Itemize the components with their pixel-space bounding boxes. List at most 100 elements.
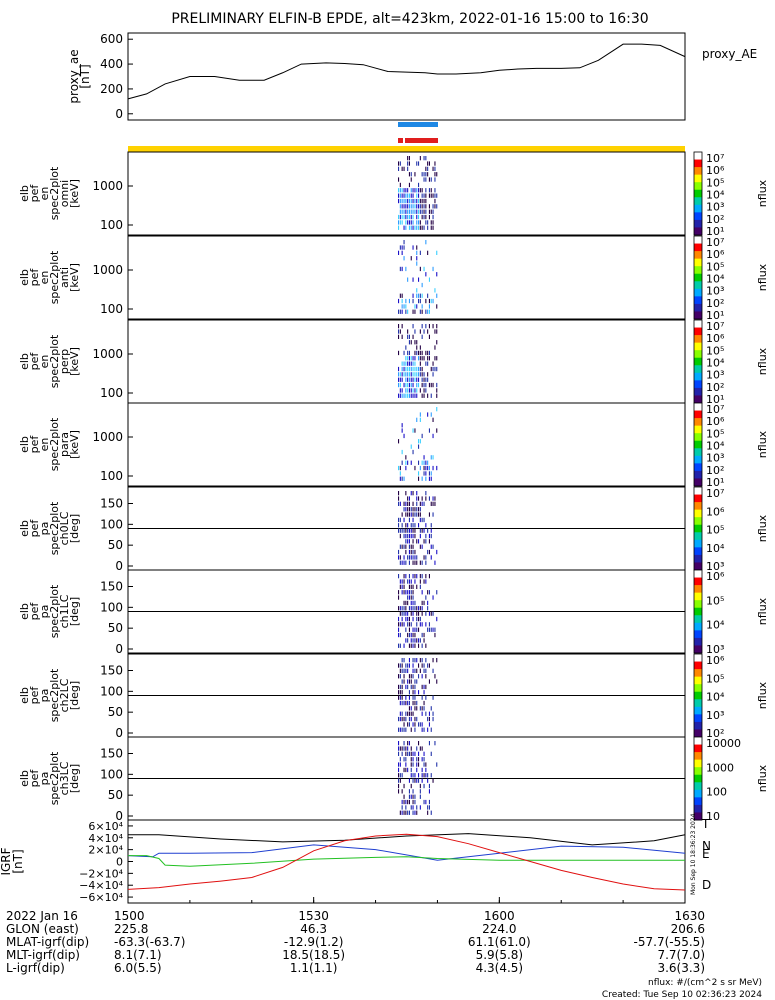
colorbar-segment bbox=[694, 174, 702, 183]
panel-ylabel: pa bbox=[38, 605, 51, 619]
spectrogram-pixel bbox=[428, 627, 430, 632]
panel-ylabel: ch1LC bbox=[58, 594, 71, 628]
spectrogram-pixel bbox=[418, 762, 420, 767]
spectrogram-pixel bbox=[428, 799, 430, 805]
spectrogram-pixel bbox=[412, 658, 414, 663]
spectrogram-pixel bbox=[405, 574, 407, 579]
igrf-ytick-label: 6×10⁴ bbox=[88, 820, 123, 833]
spectrogram-pixel bbox=[416, 345, 418, 350]
spectrogram-pixel bbox=[399, 684, 401, 690]
spectrogram-pixel bbox=[414, 198, 416, 204]
spectrogram-pixel bbox=[412, 209, 414, 214]
spectrogram-pixel bbox=[416, 805, 418, 810]
spectrogram-pixel bbox=[434, 188, 436, 193]
spectrogram-pixel bbox=[405, 507, 407, 512]
spectrogram-pixel bbox=[401, 460, 403, 465]
spectrogram-pixel bbox=[408, 606, 410, 611]
spectrogram-pixel bbox=[423, 393, 425, 398]
blue-science-bar bbox=[398, 122, 438, 127]
colorbar-segment bbox=[694, 600, 702, 609]
spectrogram-pixel bbox=[403, 225, 405, 230]
spectrogram-pixel bbox=[416, 622, 418, 627]
spectrogram-pixel bbox=[405, 751, 407, 756]
spectrogram-pixel bbox=[401, 700, 403, 706]
spectrogram-pixel bbox=[423, 517, 425, 523]
spectrogram-pixel bbox=[418, 377, 420, 382]
spectrogram-pixel bbox=[412, 711, 414, 716]
spectrogram-pixel bbox=[419, 309, 421, 314]
spectrogram-pixel bbox=[399, 471, 401, 476]
spectrogram-pixel bbox=[434, 366, 436, 372]
colorbar-label: nflux bbox=[756, 347, 769, 375]
spectrogram-pixel bbox=[428, 663, 430, 668]
spectrogram-pixel bbox=[399, 695, 401, 700]
spectrogram-pixel bbox=[405, 616, 407, 622]
spectrogram-pixel bbox=[407, 156, 409, 161]
spectrogram-pixel bbox=[423, 193, 425, 198]
spectrogram-pixel bbox=[405, 805, 407, 810]
spectrogram-pixel bbox=[399, 810, 401, 815]
spectrogram-pixel bbox=[399, 663, 401, 668]
spectrogram-pixel bbox=[430, 193, 432, 198]
spectrogram-pixel bbox=[407, 361, 409, 366]
spectrogram-pixel bbox=[401, 622, 403, 627]
spectrogram-pixel bbox=[408, 298, 410, 304]
spectrogram-pixel bbox=[401, 298, 403, 304]
colorbar-segment bbox=[694, 387, 702, 396]
spectrogram-pixel bbox=[419, 225, 421, 230]
spectrogram-pixel bbox=[425, 658, 427, 663]
spectrogram-pixel bbox=[434, 193, 436, 198]
spectrogram-pixel bbox=[416, 611, 418, 616]
spectrogram-pixel bbox=[398, 193, 400, 198]
ephemeris-value: 61.1(61.0) bbox=[468, 935, 531, 949]
spectrogram-pixel bbox=[421, 356, 423, 361]
spectrogram-pixel bbox=[401, 266, 403, 272]
spectrogram-pixel bbox=[427, 309, 429, 314]
spectrogram-pixel bbox=[408, 225, 410, 230]
spectrogram-pixel bbox=[405, 455, 407, 460]
spectrogram-pixel bbox=[414, 695, 416, 700]
colorbar-segment bbox=[694, 759, 702, 768]
spectrogram-pixel bbox=[423, 460, 425, 465]
spectrogram-pixel bbox=[408, 393, 410, 398]
spectrogram-pixel bbox=[403, 166, 405, 171]
spectrogram-pixel bbox=[398, 188, 400, 193]
colorbar-segment bbox=[694, 342, 702, 351]
spectrogram-pixel bbox=[403, 658, 405, 663]
spectrogram-pixel bbox=[401, 361, 403, 366]
igrf-ylabel: [nT] bbox=[11, 849, 25, 873]
spectrogram-pixel bbox=[423, 204, 425, 209]
spectrogram-pixel bbox=[407, 539, 409, 544]
ae-series-line bbox=[127, 43, 686, 100]
spectrogram-pixel bbox=[418, 372, 420, 377]
spectrogram-pixel bbox=[407, 209, 409, 214]
spectrogram-pixel bbox=[408, 528, 410, 533]
spectrogram-pixel bbox=[403, 716, 405, 722]
spectrogram-pixel bbox=[419, 388, 421, 393]
spectrogram-pixel bbox=[407, 523, 409, 528]
spectrogram-pixel bbox=[419, 204, 421, 209]
colorbar-segment bbox=[694, 797, 702, 806]
spectrogram-pixel bbox=[427, 361, 429, 366]
spectrogram-pixel bbox=[403, 528, 405, 533]
spectrogram-pixel bbox=[398, 309, 400, 314]
spectrogram-pixel bbox=[398, 324, 400, 329]
spectrogram-pixel bbox=[405, 214, 407, 220]
spectrogram-pixel bbox=[401, 690, 403, 695]
spectrogram-pixel bbox=[423, 706, 425, 711]
spectrogram-pixel bbox=[428, 574, 430, 579]
spectrogram-pixel bbox=[421, 517, 423, 523]
spectrogram-pixel bbox=[401, 523, 403, 528]
spectrogram-pixel bbox=[405, 356, 407, 361]
spectrogram-pixel bbox=[425, 240, 427, 245]
spectrogram-pixel bbox=[412, 778, 414, 783]
colorbar-tick-label: 10¹ bbox=[706, 393, 724, 406]
spectrogram-pixel bbox=[416, 417, 418, 422]
spectrogram-pixel bbox=[421, 643, 423, 648]
spectrogram-pixel bbox=[401, 799, 403, 805]
spectrogram-pixel bbox=[418, 611, 420, 616]
spectrogram-pixel bbox=[399, 329, 401, 334]
spectrogram-pixel bbox=[419, 366, 421, 372]
spectrogram-pixel bbox=[403, 245, 405, 250]
ephemeris-value: 1.1(1.1) bbox=[290, 961, 338, 975]
